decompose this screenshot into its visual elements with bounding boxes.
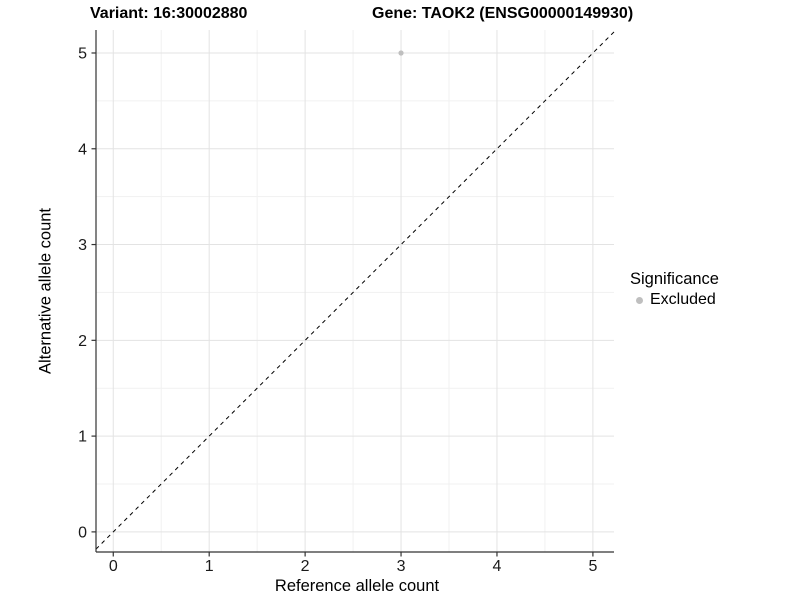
plot-title-variant: Variant: 16:30002880	[90, 5, 248, 22]
x-axis-title: Reference allele count	[274, 577, 440, 595]
identity-line	[95, 31, 615, 550]
x-tick-label: 4	[493, 558, 502, 575]
x-tick-label: 0	[109, 558, 118, 575]
y-tick-label: 4	[78, 141, 87, 158]
legend-items: Excluded	[630, 291, 719, 309]
y-axis-title: Alternative allele count	[36, 207, 55, 375]
x-tick-label: 3	[397, 558, 406, 575]
x-tick-label: 2	[301, 558, 310, 575]
y-tick-label: 0	[78, 524, 87, 541]
legend-point-icon	[636, 296, 643, 304]
plot-title-gene: Gene: TAOK2 (ENSG00000149930)	[372, 5, 634, 22]
legend-item-label: Excluded	[650, 291, 716, 308]
legend-item: Excluded	[630, 291, 719, 309]
x-tick-label: 5	[588, 558, 597, 575]
y-tick-label: 1	[78, 429, 87, 446]
y-tick-label: 5	[78, 45, 87, 62]
x-tick-label: 1	[205, 558, 214, 575]
y-tick-label: 3	[78, 237, 87, 254]
legend-title: Significance	[630, 270, 719, 288]
y-tick-label: 2	[78, 333, 87, 350]
data-point	[398, 50, 404, 56]
legend: Significance Excluded	[630, 270, 719, 309]
